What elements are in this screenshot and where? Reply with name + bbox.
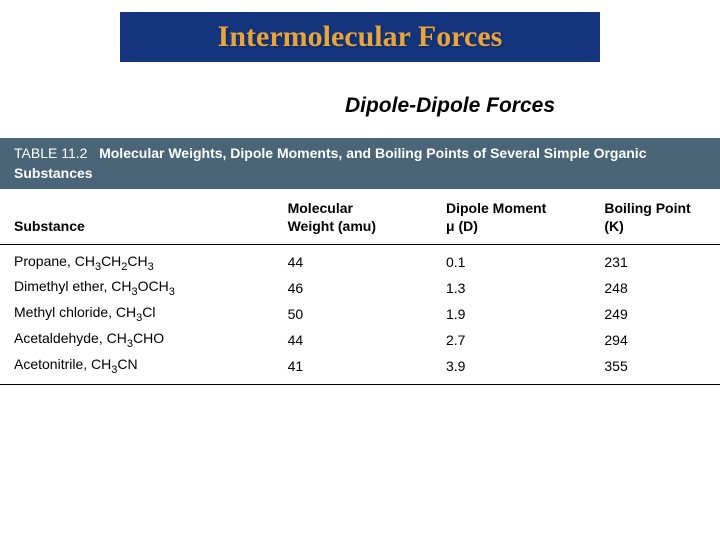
table-row: Propane, CH3CH2CH3440.1231 <box>0 244 720 275</box>
cell-dipole: 1.9 <box>432 301 590 327</box>
cell-boiling: 355 <box>590 353 720 384</box>
cell-weight: 44 <box>274 327 432 353</box>
cell-boiling: 248 <box>590 275 720 301</box>
table-caption: Molecular Weights, Dipole Moments, and B… <box>14 145 646 181</box>
table-row: Dimethyl ether, CH3OCH3461.3248 <box>0 275 720 301</box>
table-caption-bar: TABLE 11.2 Molecular Weights, Dipole Mom… <box>0 138 720 189</box>
cell-substance: Methyl chloride, CH3Cl <box>0 301 274 327</box>
cell-substance: Acetaldehyde, CH3CHO <box>0 327 274 353</box>
cell-boiling: 249 <box>590 301 720 327</box>
subtitle: Dipole-Dipole Forces <box>180 94 720 118</box>
col-header-substance: Substance <box>0 189 274 244</box>
table-header-row: Substance MolecularWeight (amu) Dipole M… <box>0 189 720 244</box>
cell-dipole: 0.1 <box>432 244 590 275</box>
data-table: Substance MolecularWeight (amu) Dipole M… <box>0 189 720 383</box>
page-title: Intermolecular Forces <box>218 20 503 53</box>
cell-substance: Dimethyl ether, CH3OCH3 <box>0 275 274 301</box>
table-body: Propane, CH3CH2CH3440.1231Dimethyl ether… <box>0 244 720 383</box>
title-bar: Intermolecular Forces <box>120 12 600 62</box>
cell-weight: 50 <box>274 301 432 327</box>
cell-boiling: 294 <box>590 327 720 353</box>
cell-weight: 44 <box>274 244 432 275</box>
cell-weight: 46 <box>274 275 432 301</box>
cell-dipole: 2.7 <box>432 327 590 353</box>
col-header-boiling: Boiling Point(K) <box>590 189 720 244</box>
cell-boiling: 231 <box>590 244 720 275</box>
cell-substance: Propane, CH3CH2CH3 <box>0 244 274 275</box>
cell-weight: 41 <box>274 353 432 384</box>
cell-substance: Acetonitrile, CH3CN <box>0 353 274 384</box>
table-row: Acetaldehyde, CH3CHO442.7294 <box>0 327 720 353</box>
table-row: Methyl chloride, CH3Cl501.9249 <box>0 301 720 327</box>
cell-dipole: 1.3 <box>432 275 590 301</box>
table-bottom-border <box>0 384 720 385</box>
col-header-weight: MolecularWeight (amu) <box>274 189 432 244</box>
table-number: TABLE 11.2 <box>14 145 87 161</box>
cell-dipole: 3.9 <box>432 353 590 384</box>
table-container: TABLE 11.2 Molecular Weights, Dipole Mom… <box>0 138 720 385</box>
table-row: Acetonitrile, CH3CN413.9355 <box>0 353 720 384</box>
col-header-dipole: Dipole Momentμ (D) <box>432 189 590 244</box>
